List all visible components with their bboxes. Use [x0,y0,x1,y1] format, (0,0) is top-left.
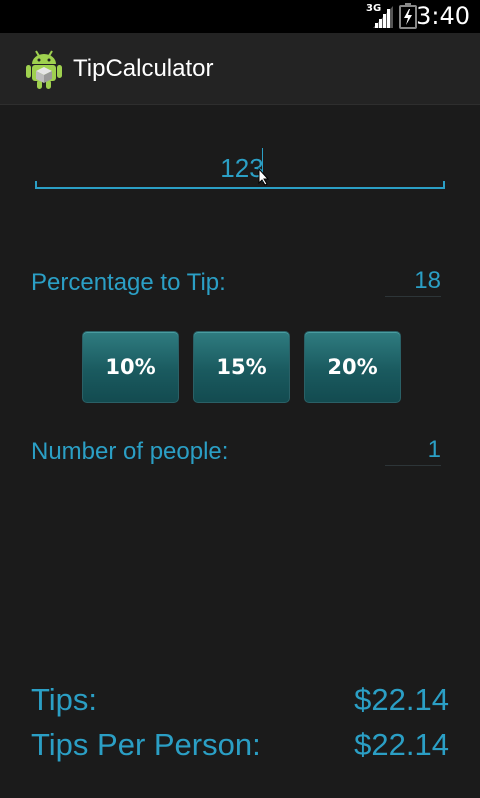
tips-per-person-value: $22.14 [354,727,449,762]
tips-value: $22.14 [354,682,449,717]
preset-15-button[interactable]: 15% [193,331,290,403]
action-bar: TipCalculator [0,33,480,105]
preset-10-button[interactable]: 10% [82,331,179,403]
status-clock: 3:40 [416,2,470,30]
tip-percentage-input[interactable] [385,266,441,297]
signal-strength-icon [373,6,393,28]
people-count-input[interactable] [385,435,441,466]
app-title: TipCalculator [73,55,214,82]
mouse-pointer-icon [258,168,270,186]
android-robot-icon [26,50,62,89]
bill-amount-input[interactable] [36,145,448,191]
people-label: Number of people: [31,438,229,465]
tips-label: Tips: [31,682,98,717]
text-cursor [262,148,263,182]
battery-charging-icon [399,3,417,29]
status-bar: 3G 3:40 [0,0,480,33]
tips-per-person-label: Tips Per Person: [31,727,261,762]
network-type: 3G [366,3,382,14]
bill-input-underline [35,181,445,189]
preset-20-button[interactable]: 20% [304,331,401,403]
tip-percentage-label: Percentage to Tip: [31,269,226,296]
